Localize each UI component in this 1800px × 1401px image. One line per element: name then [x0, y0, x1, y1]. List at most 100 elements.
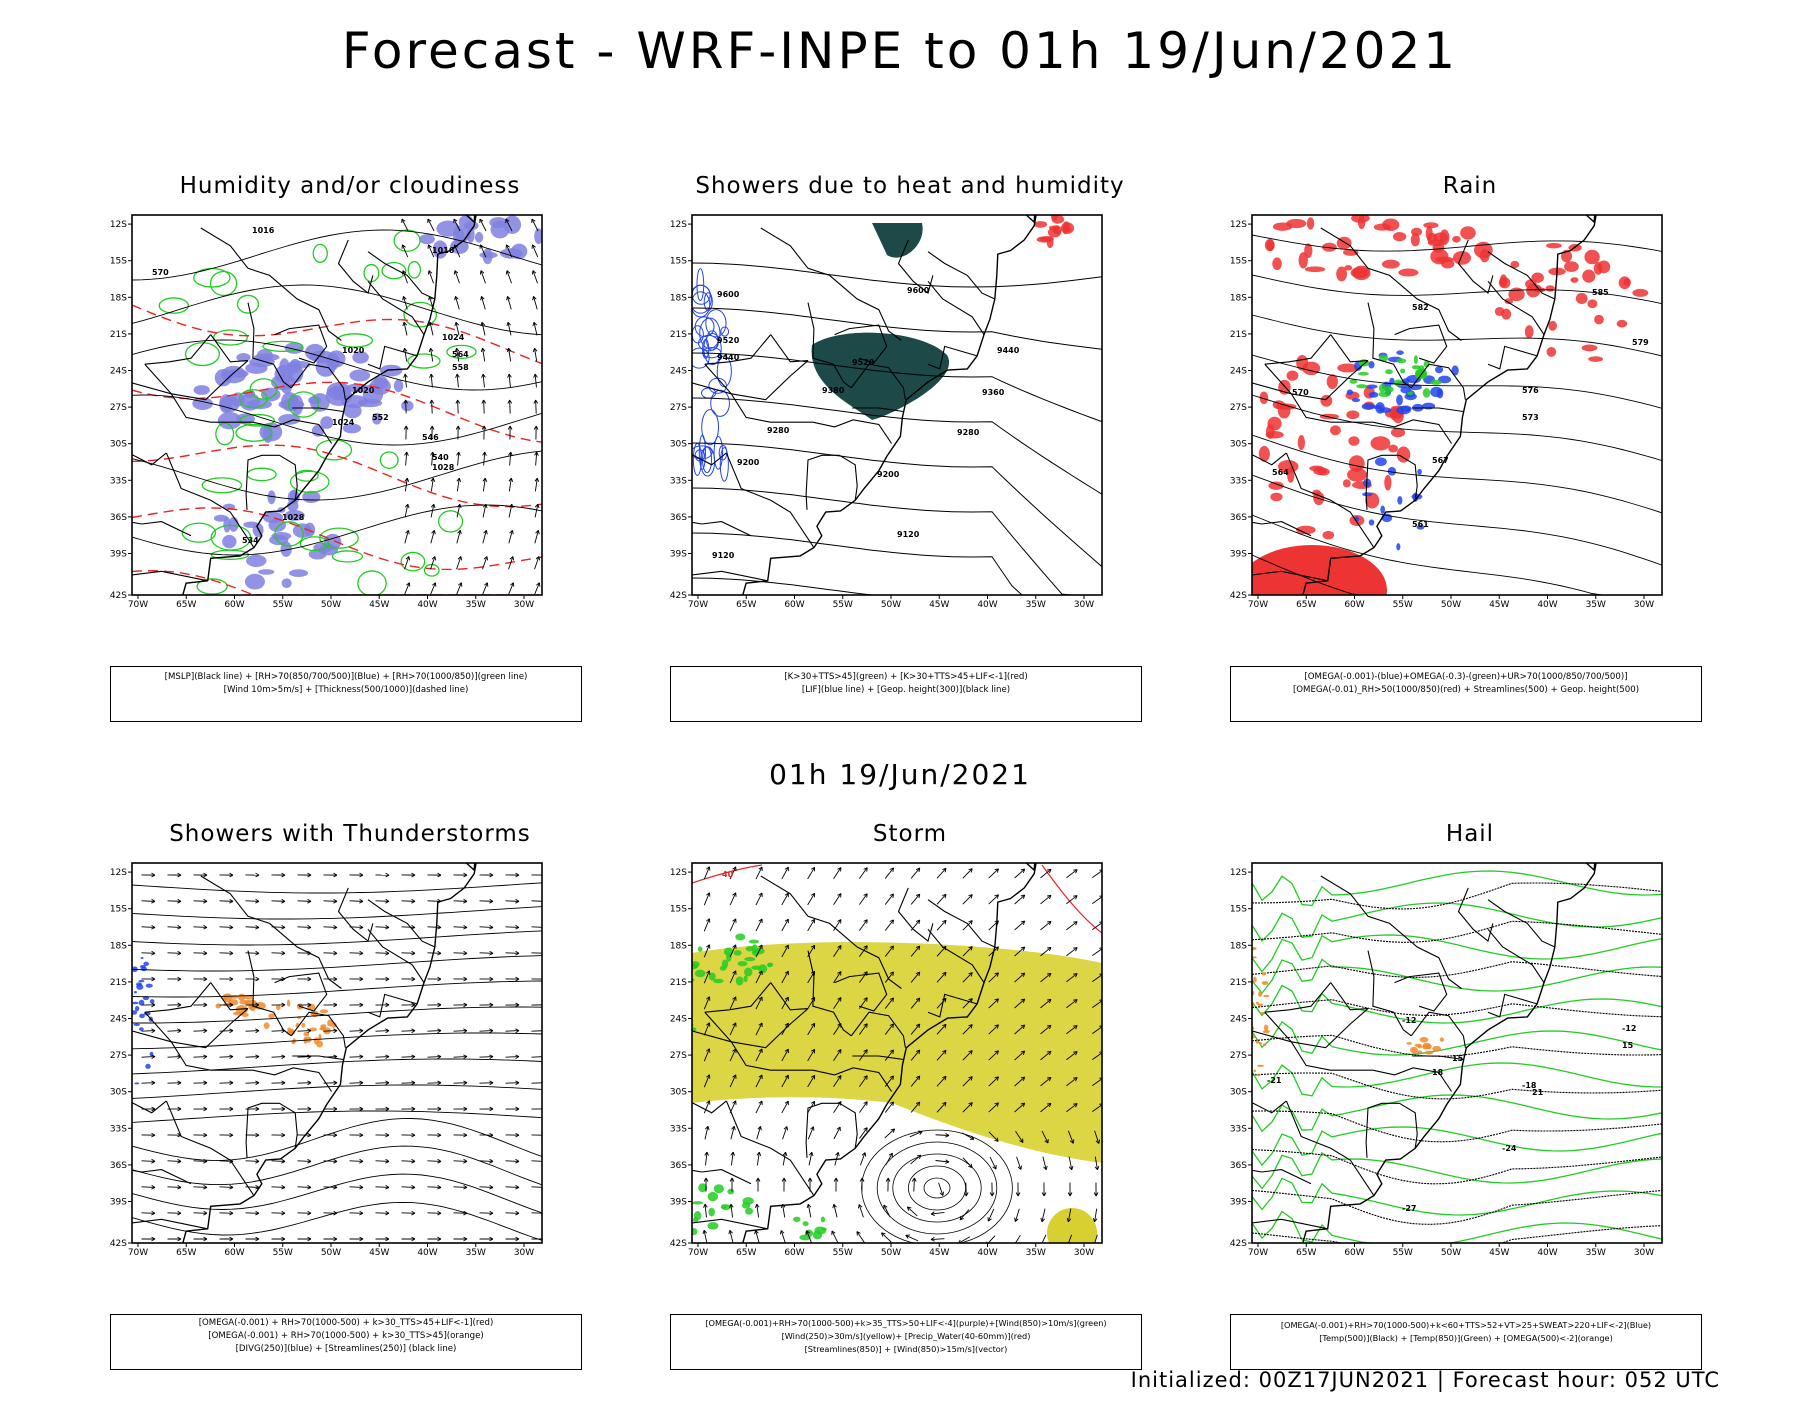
geop-height-contour [692, 488, 1102, 595]
lon-tick-label: 30W [1074, 600, 1094, 610]
lat-tick-label: 21S [1230, 330, 1247, 340]
state-border [840, 1103, 858, 1148]
rain-red [1267, 417, 1281, 431]
lat-tick-label: 36S [670, 1161, 687, 1171]
contour-label: 9200 [737, 458, 760, 467]
llj-green [713, 979, 723, 983]
storm-orange [320, 1009, 328, 1013]
rain-blue [1366, 385, 1378, 389]
rain-red [1320, 395, 1332, 407]
rain-red [1546, 285, 1555, 291]
llj-green [671, 1040, 682, 1046]
rain-blue [1352, 398, 1360, 402]
rain-red [1546, 243, 1562, 249]
lon-tick-label: 65W [176, 600, 196, 610]
wind-vector [536, 400, 537, 413]
legend-line: [Streamlines(850)] + [Wind(850)>15m/s](v… [671, 1343, 1141, 1356]
lon-tick-label: 70W [1248, 1248, 1268, 1258]
streamline-arrow [350, 953, 363, 954]
state-border [145, 335, 211, 365]
rain-red [1346, 410, 1359, 419]
streamline-arrow [428, 1031, 441, 1032]
contour-label: 540 [432, 453, 449, 462]
contour-label: 564 [1272, 468, 1289, 477]
streamline [132, 1119, 542, 1161]
contour-label: 573 [1522, 413, 1539, 422]
lat-tick-label: 12S [1230, 868, 1247, 878]
rh-fill [511, 244, 527, 260]
streamline-arrow [376, 1187, 389, 1188]
instability-fill [872, 223, 923, 258]
state-border [1331, 983, 1368, 1010]
streamline [132, 1007, 542, 1023]
streamline-arrow [350, 1161, 363, 1162]
state-border [761, 228, 902, 341]
lat-tick-label: 39S [110, 1198, 127, 1208]
rain-blue [1369, 519, 1375, 525]
streamline-arrow [142, 953, 155, 954]
temp850-contour [1252, 985, 1662, 1023]
lon-tick-label: 50W [321, 600, 341, 610]
panel-legend: [OMEGA(-0.001)+RH>70(1000-500)+k>35_TTS>… [670, 1314, 1142, 1370]
lon-tick-label: 40W [1537, 600, 1557, 610]
lat-tick-label: 18S [110, 293, 127, 303]
contour-label: 40 [722, 870, 734, 879]
state-border [1368, 303, 1411, 388]
state-border [1488, 929, 1544, 982]
state-border [248, 951, 291, 1036]
contour-label: 9280 [957, 428, 980, 437]
rh-lowlevel-line [186, 343, 220, 366]
omega-orange [1253, 1069, 1256, 1072]
rh-lowlevel-line [247, 468, 276, 480]
page-title: Forecast - WRF-INPE to 01h 19/Jun/2021 [0, 22, 1800, 80]
lon-tick-label: 45W [1489, 1248, 1509, 1258]
lat-tick-label: 24S [110, 367, 127, 377]
rain-red [1398, 269, 1418, 277]
streamline-arrow [454, 1187, 467, 1188]
lon-tick-label: 70W [688, 600, 708, 610]
streamline-arrow [194, 1031, 207, 1032]
state-border [726, 453, 814, 548]
llj-green [676, 1209, 684, 1216]
streamline-arrow [142, 901, 155, 902]
streamline-arrow [194, 953, 207, 954]
lon-tick-label: 35W [1026, 1248, 1046, 1258]
streamline-arrow [936, 1135, 949, 1136]
streamline-arrow [989, 869, 999, 878]
contour-label: 1028 [432, 463, 455, 472]
state-border [1291, 1009, 1368, 1048]
streamline [1252, 395, 1662, 461]
divergence-blue [134, 991, 137, 993]
legend-line: [Wind(250)>30m/s](yellow)+ [Precip_Water… [671, 1330, 1141, 1343]
lat-tick-label: 39S [670, 1198, 687, 1208]
llj-green [821, 1227, 826, 1230]
rain-red [1576, 293, 1588, 304]
rain-red [1267, 239, 1275, 251]
lif-line [697, 269, 704, 301]
contour-label: 9120 [712, 551, 735, 560]
state-border [128, 382, 171, 394]
streamline-arrow [298, 927, 311, 928]
rain-red [1305, 266, 1326, 272]
lat-tick-label: 33S [1230, 476, 1247, 486]
lif-line [702, 388, 716, 398]
state-border [899, 888, 933, 941]
legend-line: [Temp(500)](Black) + [Temp(850)](Green) … [1231, 1332, 1701, 1345]
lon-tick-label: 35W [1026, 600, 1046, 610]
llj-green [692, 1201, 703, 1204]
streamline-arrow [194, 927, 207, 928]
rain-red [1453, 251, 1471, 265]
lon-tick-label: 60W [784, 1248, 804, 1258]
rain-green [1394, 380, 1403, 387]
streamline-arrow [532, 927, 545, 928]
lon-tick-label: 60W [1344, 600, 1364, 610]
rain-red [1564, 261, 1579, 272]
omega-orange [1250, 947, 1256, 950]
streamline-arrow [272, 901, 285, 902]
rain-red [1495, 307, 1505, 316]
lat-tick-label: 15S [670, 905, 687, 915]
panel-title: Showers due to heat and humidity [640, 173, 1180, 199]
